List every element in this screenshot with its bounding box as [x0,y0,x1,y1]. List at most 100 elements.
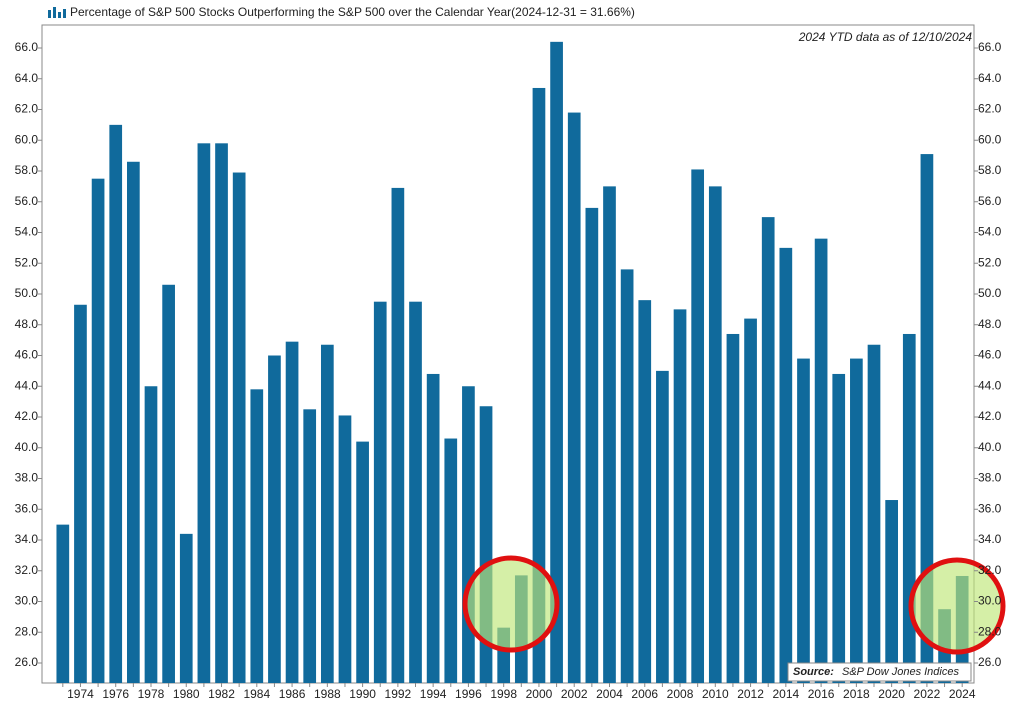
x-tick-label: 2020 [878,687,905,701]
x-tick-label: 2014 [772,687,799,701]
bars [56,41,969,684]
bar [444,438,458,683]
bar [550,41,563,684]
bar [867,344,881,683]
x-tick-label: 1994 [420,687,447,701]
y-tick-label: 26.0 [15,655,39,669]
y2-tick-label: 60.0 [978,132,1002,146]
y-tick-label: 28.0 [15,624,39,638]
x-tick-label: 1982 [208,687,235,701]
x-tick-label: 2012 [737,687,764,701]
annotation: 2024 YTD data as of 12/10/2024 [798,30,973,44]
y2-tick-label: 52.0 [978,255,1002,269]
bar [373,301,387,683]
y2-tick-label: 28.0 [978,624,1002,638]
bar [215,143,228,683]
bar [567,112,581,683]
bar [162,284,175,683]
y-tick-label: 64.0 [15,71,39,85]
x-tick-label: 1976 [102,687,129,701]
y2-tick-label: 32.0 [978,563,1002,577]
bar [391,187,405,683]
x-tick-label: 2004 [596,687,623,701]
bar [603,186,616,684]
x-tick-label: 1984 [243,687,270,701]
y-tick-label: 60.0 [15,132,39,146]
y-tick-label: 36.0 [15,501,39,515]
source-label: Source: [793,666,834,678]
x-tick-label: 1988 [314,687,341,701]
bar [920,154,934,683]
bar [638,300,652,683]
y-tick-label: 32.0 [15,563,39,577]
bar [74,304,87,683]
bar [761,217,775,683]
bar [197,143,211,683]
x-tick-label: 1998 [490,687,517,701]
x-tick-label: 2016 [808,687,835,701]
bar [303,409,317,683]
x-tick-label: 1980 [173,687,200,701]
x-tick-label: 1996 [455,687,482,701]
y-tick-label: 46.0 [15,348,39,362]
y2-tick-label: 46.0 [978,348,1002,362]
y2-tick-label: 58.0 [978,163,1002,177]
source: S&P Dow Jones Indices [842,666,959,678]
bar [708,186,722,684]
x-tick-label: 2024 [949,687,976,701]
bar [285,341,299,683]
x-tick-label: 2008 [667,687,694,701]
bar [691,169,705,684]
bar [532,87,546,684]
bar [320,344,334,683]
y-tick-label: 34.0 [15,532,39,546]
bar [109,124,123,683]
bar [902,333,916,683]
bar [726,333,740,683]
x-tick-label: 1978 [138,687,165,701]
bar [832,373,846,683]
y2-tick-label: 66.0 [978,40,1002,54]
y2-tick-label: 44.0 [978,378,1002,392]
bar [797,358,810,683]
x-tick-label: 1992 [385,687,412,701]
y2-tick-label: 40.0 [978,440,1002,454]
bar [232,172,246,683]
y-tick-label: 44.0 [15,378,39,392]
y-tick-label: 66.0 [15,40,39,54]
y2-tick-label: 30.0 [978,594,1002,608]
bar [814,238,828,683]
y-tick-label: 52.0 [15,255,39,269]
bar [850,358,863,683]
legend-icon [48,7,66,18]
y-tick-label: 56.0 [15,194,39,208]
bar [779,247,793,683]
bar [144,386,158,683]
y2-tick-label: 42.0 [978,409,1002,423]
y-tick-label: 42.0 [15,409,39,423]
highlight-circle [462,555,560,653]
bar [338,415,352,683]
y2-tick-label: 54.0 [978,225,1002,239]
x-tick-label: 2006 [631,687,658,701]
y2-tick-label: 62.0 [978,102,1002,116]
chart-title: Percentage of S&P 500 Stocks Outperformi… [70,5,635,19]
x-tick-label: 2000 [526,687,553,701]
y-tick-label: 40.0 [15,440,39,454]
bar [56,524,70,683]
x-tick-label: 2002 [561,687,588,701]
bar [250,389,264,683]
y-tick-label: 38.0 [15,471,39,485]
x-tick-label: 1974 [67,687,94,701]
bar [409,301,422,683]
x-tick-label: 2010 [702,687,729,701]
y2-tick-label: 48.0 [978,317,1002,331]
highlight-circle [908,557,1006,655]
x-tick-label: 1986 [279,687,306,701]
bar [127,161,140,684]
bar [91,178,105,683]
bar [426,373,440,683]
y2-tick-label: 34.0 [978,532,1002,546]
y-tick-label: 62.0 [15,102,39,116]
bar [585,207,599,684]
